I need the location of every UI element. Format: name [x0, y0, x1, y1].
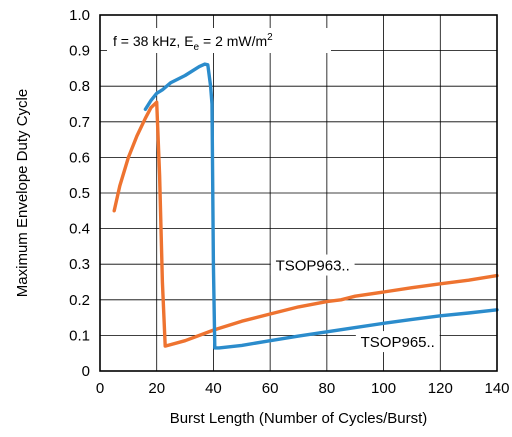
annotation: f = 38 kHz, Ee = 2 mW/m2: [107, 28, 331, 53]
x-tick-label: 120: [428, 380, 453, 397]
y-tick-label: 0.8: [69, 78, 90, 95]
annotation-text: f = 38 kHz, Ee = 2 mW/m2: [113, 32, 273, 53]
y-tick-label: 0.9: [69, 43, 90, 60]
series-label-tsop963: TSOP963..: [276, 258, 350, 275]
y-tick-label: 0.1: [69, 327, 90, 344]
x-tick-label: 140: [484, 380, 509, 397]
x-tick-label: 0: [96, 380, 104, 397]
series-label-bg: [355, 331, 440, 353]
y-tick-labels: 0 0.1 0.2 0.3 0.4 0.5 0.6 0.7 0.8 0.9 1.0: [69, 7, 90, 380]
y-tick-label: 0.2: [69, 292, 90, 309]
series-lines: [112, 62, 499, 350]
x-tick-labels: 0 20 40 60 80 100 120 140: [96, 380, 510, 397]
y-tick-label: 1.0: [69, 7, 90, 24]
x-axis-label: Burst Length (Number of Cycles/Burst): [170, 410, 428, 427]
y-tick-label: 0: [82, 363, 90, 380]
series-labels: TSOP963.. TSOP965..: [270, 254, 440, 353]
y-tick-label: 0.7: [69, 114, 90, 131]
plot-frame: [99, 14, 498, 372]
series-line-tsop965: [143, 62, 499, 350]
y-tick-label: 0.5: [69, 185, 90, 202]
y-tick-label: 0.4: [69, 221, 90, 238]
series-label-tsop965: TSOP965..: [361, 334, 435, 351]
series-label-bg: [270, 254, 355, 276]
y-tick-label: 0.3: [69, 256, 90, 273]
x-tick-label: 60: [262, 380, 279, 397]
x-tick-label: 40: [205, 380, 222, 397]
x-tick-label: 80: [319, 380, 336, 397]
y-axis-label: Maximum Envelope Duty Cycle: [14, 89, 31, 297]
x-tick-label: 100: [371, 380, 396, 397]
series-line-tsop963: [112, 100, 499, 348]
y-tick-label: 0.6: [69, 149, 90, 166]
x-tick-label: 20: [148, 380, 165, 397]
